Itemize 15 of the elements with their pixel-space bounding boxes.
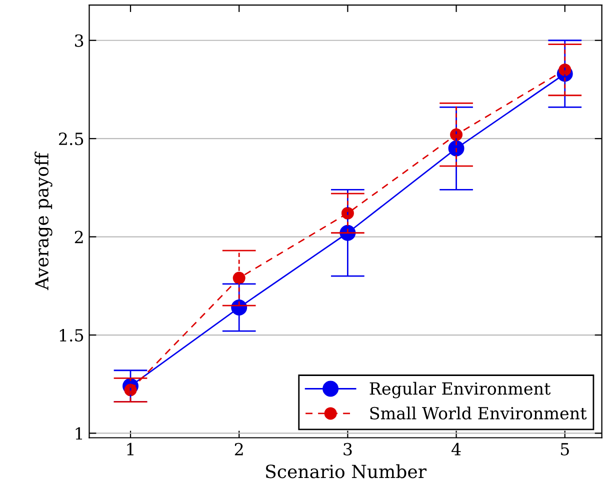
y-tick-label: 1.5	[60, 328, 84, 342]
y-tick-label: 2	[74, 230, 83, 244]
x-tick-label: 1	[127, 442, 134, 456]
y-tick-label: 1	[76, 427, 82, 440]
x-axis-title: Scenario Number	[266, 464, 427, 478]
point	[124, 384, 137, 396]
x-tick-label: 3	[344, 442, 352, 456]
y-tick-label: 2.5	[59, 132, 84, 146]
x-tick-label: 2	[234, 442, 243, 456]
legend-label: Regular Environment	[370, 382, 551, 398]
y-tick-label: 3	[75, 34, 84, 47]
y-axis-title: Average payoff	[34, 152, 52, 290]
x-tick-label: 5	[560, 443, 569, 456]
legend-label: Small World Environment	[370, 406, 587, 420]
x-tick-label: 4	[451, 442, 461, 456]
